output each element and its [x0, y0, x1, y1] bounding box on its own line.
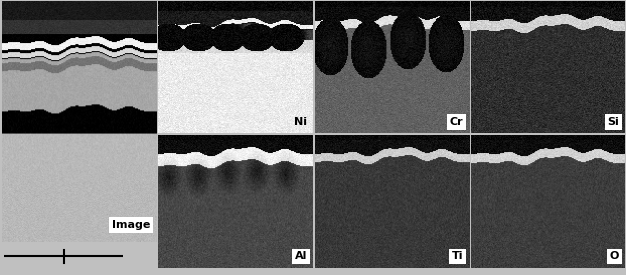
Text: Al: Al: [294, 251, 307, 262]
Text: Image: Image: [112, 220, 150, 230]
Text: Si: Si: [607, 117, 619, 127]
Text: Cr: Cr: [449, 117, 463, 127]
Text: Ni: Ni: [294, 117, 307, 127]
Text: Ti: Ti: [452, 251, 463, 262]
Text: O: O: [610, 251, 619, 262]
